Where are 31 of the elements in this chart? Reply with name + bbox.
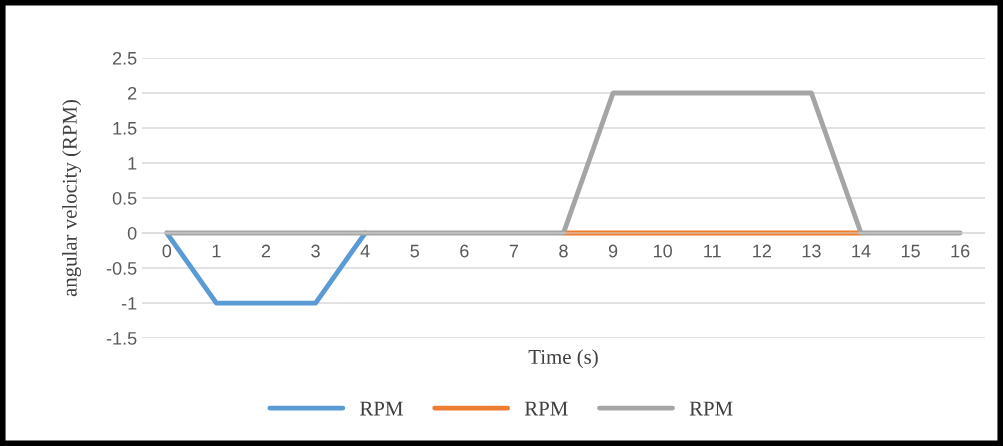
y-tick-label: 1.5 xyxy=(113,122,137,135)
legend-label: RPM xyxy=(524,401,568,416)
x-tick-label: 5 xyxy=(410,244,419,258)
x-tick-label: 2 xyxy=(261,244,271,258)
y-tick-label: 2.5 xyxy=(112,51,137,65)
x-tick-label: 14 xyxy=(852,244,871,258)
x-tick-label: 11 xyxy=(704,244,721,258)
y-tick-label: 0 xyxy=(127,226,137,240)
legend-label: RPM xyxy=(360,401,403,416)
x-tick-label: 1 xyxy=(212,244,221,258)
x-tick-label: 13 xyxy=(802,244,821,258)
y-tick-label: 2 xyxy=(128,86,137,100)
x-tick-label: 6 xyxy=(460,244,469,258)
x-tick-label: 0 xyxy=(162,244,172,258)
x-tick-label: 3 xyxy=(311,244,320,258)
x-tick-label: 12 xyxy=(753,244,771,258)
y-tick-label: 1 xyxy=(128,157,137,170)
legend-label: RPM xyxy=(689,401,733,416)
x-tick-label: 15 xyxy=(901,244,920,258)
y-tick-label: -0.5 xyxy=(106,261,137,275)
x-tick-label: 4 xyxy=(360,244,370,258)
x-tick-label: 16 xyxy=(951,244,970,258)
x-tick-label: 8 xyxy=(559,244,568,258)
x-axis-title: Time (s) xyxy=(528,349,598,369)
x-tick-label: 10 xyxy=(653,244,672,258)
y-tick-label: -1.5 xyxy=(106,332,137,345)
y-axis-title: angular velocity (RPM) xyxy=(62,100,82,297)
x-tick-label: 7 xyxy=(509,244,519,258)
y-tick-label: 0.5 xyxy=(112,191,137,205)
x-tick-label: 9 xyxy=(608,244,618,258)
y-tick-label: -1 xyxy=(121,297,137,310)
